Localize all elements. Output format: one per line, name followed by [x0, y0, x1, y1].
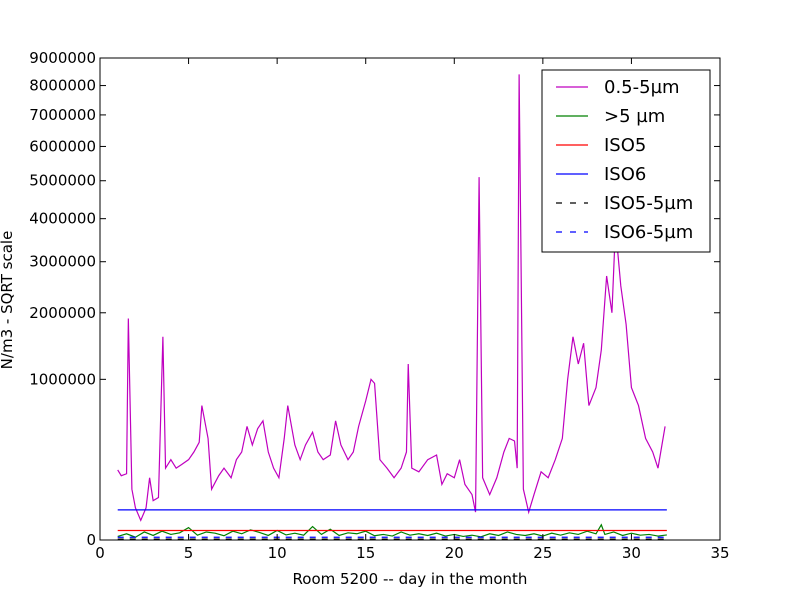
series-line: [117, 523, 667, 538]
x-tick-label: 20: [445, 544, 464, 562]
y-tick-label: 0: [86, 531, 96, 549]
y-tick-label: 3000000: [29, 253, 96, 271]
legend-label: 0.5-5µm: [604, 77, 680, 98]
x-tick-label: 35: [710, 544, 729, 562]
x-tick-label: 25: [533, 544, 552, 562]
y-tick-label: 7000000: [29, 106, 96, 124]
y-tick-label: 6000000: [29, 137, 96, 155]
legend-label: >5 µm: [604, 106, 665, 127]
legend-label: ISO6: [604, 164, 646, 185]
y-tick-label: 5000000: [29, 172, 96, 190]
legend-label: ISO5-5µm: [604, 193, 693, 214]
y-axis-label: N/m3 - SQRT scale: [0, 231, 16, 370]
y-tick-label: 4000000: [29, 210, 96, 228]
series-line: [117, 74, 666, 522]
legend-box: [541, 69, 711, 253]
x-tick-label: 5: [184, 544, 194, 562]
y-tick-label: 9000000: [29, 49, 96, 67]
plot-frame: [99, 57, 721, 541]
legend-label: ISO5: [604, 135, 646, 156]
y-tick-label: 8000000: [29, 77, 96, 95]
x-axis-label: Room 5200 -- day in the month: [293, 570, 528, 588]
y-tick-label: 2000000: [29, 304, 96, 322]
x-tick-label: 30: [622, 544, 641, 562]
x-tick-label: 0: [95, 544, 105, 562]
y-tick-label: 1000000: [29, 370, 96, 388]
x-tick-label: 10: [268, 544, 287, 562]
legend-label: ISO6-5µm: [604, 222, 693, 243]
x-tick-label: 15: [356, 544, 375, 562]
